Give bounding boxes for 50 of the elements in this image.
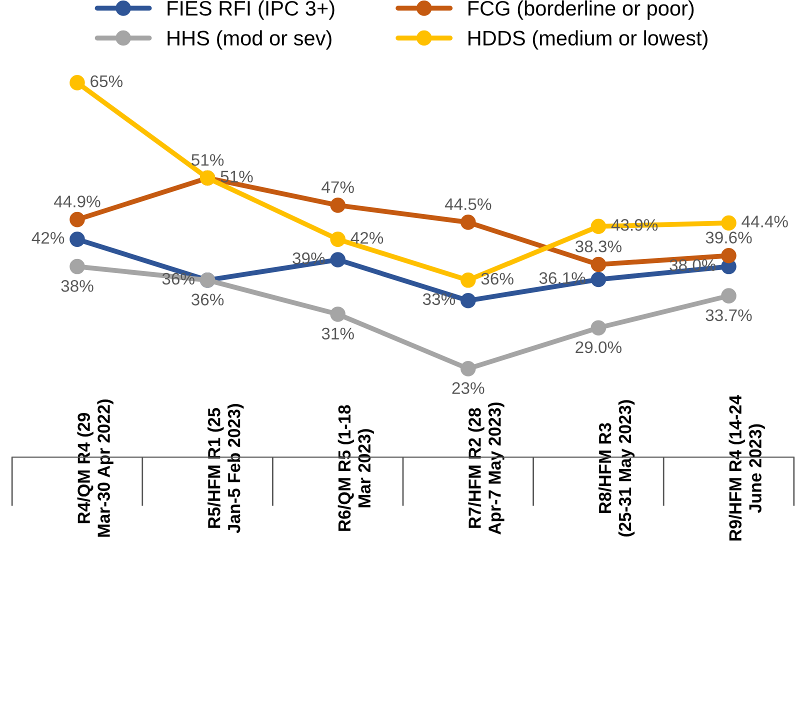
data-label: 38% <box>61 280 94 292</box>
data-label: 51% <box>220 170 253 182</box>
data-label: 31% <box>322 328 354 340</box>
data-label: 23% <box>452 382 484 394</box>
point <box>721 288 736 304</box>
data-label: 36% <box>192 294 224 306</box>
data-label: 39% <box>292 252 325 264</box>
data-label: 38.3% <box>575 240 622 252</box>
data-label: 44.4% <box>742 216 788 228</box>
legend-label: HHS (mod or sev) <box>168 30 332 50</box>
point <box>330 198 346 213</box>
legend-label: FCG (borderline or poor) <box>468 0 694 20</box>
point <box>460 292 476 308</box>
point <box>590 256 606 272</box>
data-label: 29.0% <box>576 341 622 354</box>
point <box>70 75 85 90</box>
legend-label: FIES RFI (IPC 3+) <box>168 0 334 20</box>
data-label: 33% <box>422 293 456 306</box>
point <box>460 272 476 288</box>
data-label: 39.6% <box>706 232 752 244</box>
data-label: 44.5% <box>444 198 492 210</box>
point <box>330 306 346 322</box>
data-label: 42% <box>350 232 384 244</box>
point <box>70 232 85 247</box>
data-label: 51% <box>192 154 224 166</box>
point <box>721 248 736 264</box>
x-tick-label: R8/HFM R3 (25-31 May 2023) <box>598 400 635 536</box>
point <box>330 252 346 268</box>
data-label: 65% <box>90 75 123 88</box>
point <box>590 218 606 234</box>
x-tick-label: R7/HFM R2 (28 Apr-7 May 2023) <box>468 402 504 534</box>
point <box>460 214 476 230</box>
data-label: 36.1% <box>539 272 586 284</box>
legend-label: HDDS (medium or lowest) <box>468 30 708 50</box>
data-label: 42% <box>32 232 64 244</box>
x-tick-label: R6/QM R5 (1-18 Mar 2023) <box>338 405 374 531</box>
point <box>330 232 346 247</box>
data-label: 33.7% <box>706 309 752 322</box>
point <box>460 361 476 376</box>
x-tick-label: R5/HFM R1 (25 Jan-5 Feb 2023) <box>208 404 244 534</box>
point <box>70 212 85 228</box>
data-label: 36% <box>481 272 514 285</box>
data-label: 44.9% <box>54 196 100 208</box>
data-label: 47% <box>322 181 354 194</box>
point <box>70 258 85 274</box>
point <box>590 320 606 336</box>
x-tick-label: R9/HFM R4 (14-24 June 2023) <box>728 395 765 540</box>
point <box>590 272 606 288</box>
point <box>721 215 736 231</box>
x-tick-label: R4/QM R4 (29 Mar-30 Apr 2022) <box>77 400 114 537</box>
